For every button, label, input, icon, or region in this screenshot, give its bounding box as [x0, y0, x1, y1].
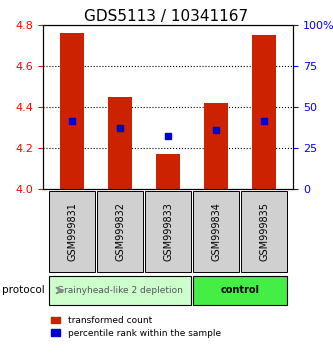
- Text: GDS5113 / 10341167: GDS5113 / 10341167: [85, 9, 248, 24]
- Bar: [252, 35, 276, 189]
- FancyBboxPatch shape: [49, 191, 95, 272]
- Text: GSM999834: GSM999834: [211, 202, 221, 261]
- Text: Grainyhead-like 2 depletion: Grainyhead-like 2 depletion: [57, 286, 183, 295]
- Legend: transformed count, percentile rank within the sample: transformed count, percentile rank withi…: [48, 313, 224, 341]
- Bar: [108, 97, 132, 189]
- FancyBboxPatch shape: [241, 191, 287, 272]
- FancyBboxPatch shape: [193, 276, 287, 305]
- Text: GSM999835: GSM999835: [259, 202, 269, 261]
- Text: GSM999832: GSM999832: [115, 202, 125, 261]
- Text: protocol: protocol: [2, 285, 44, 296]
- FancyBboxPatch shape: [49, 276, 191, 305]
- FancyBboxPatch shape: [97, 191, 143, 272]
- Text: GSM999833: GSM999833: [163, 202, 173, 261]
- Bar: [204, 103, 228, 189]
- FancyBboxPatch shape: [193, 191, 239, 272]
- FancyBboxPatch shape: [145, 191, 191, 272]
- Bar: [156, 154, 180, 189]
- Text: GSM999831: GSM999831: [67, 202, 77, 261]
- Bar: [60, 33, 84, 189]
- Text: control: control: [221, 285, 260, 296]
